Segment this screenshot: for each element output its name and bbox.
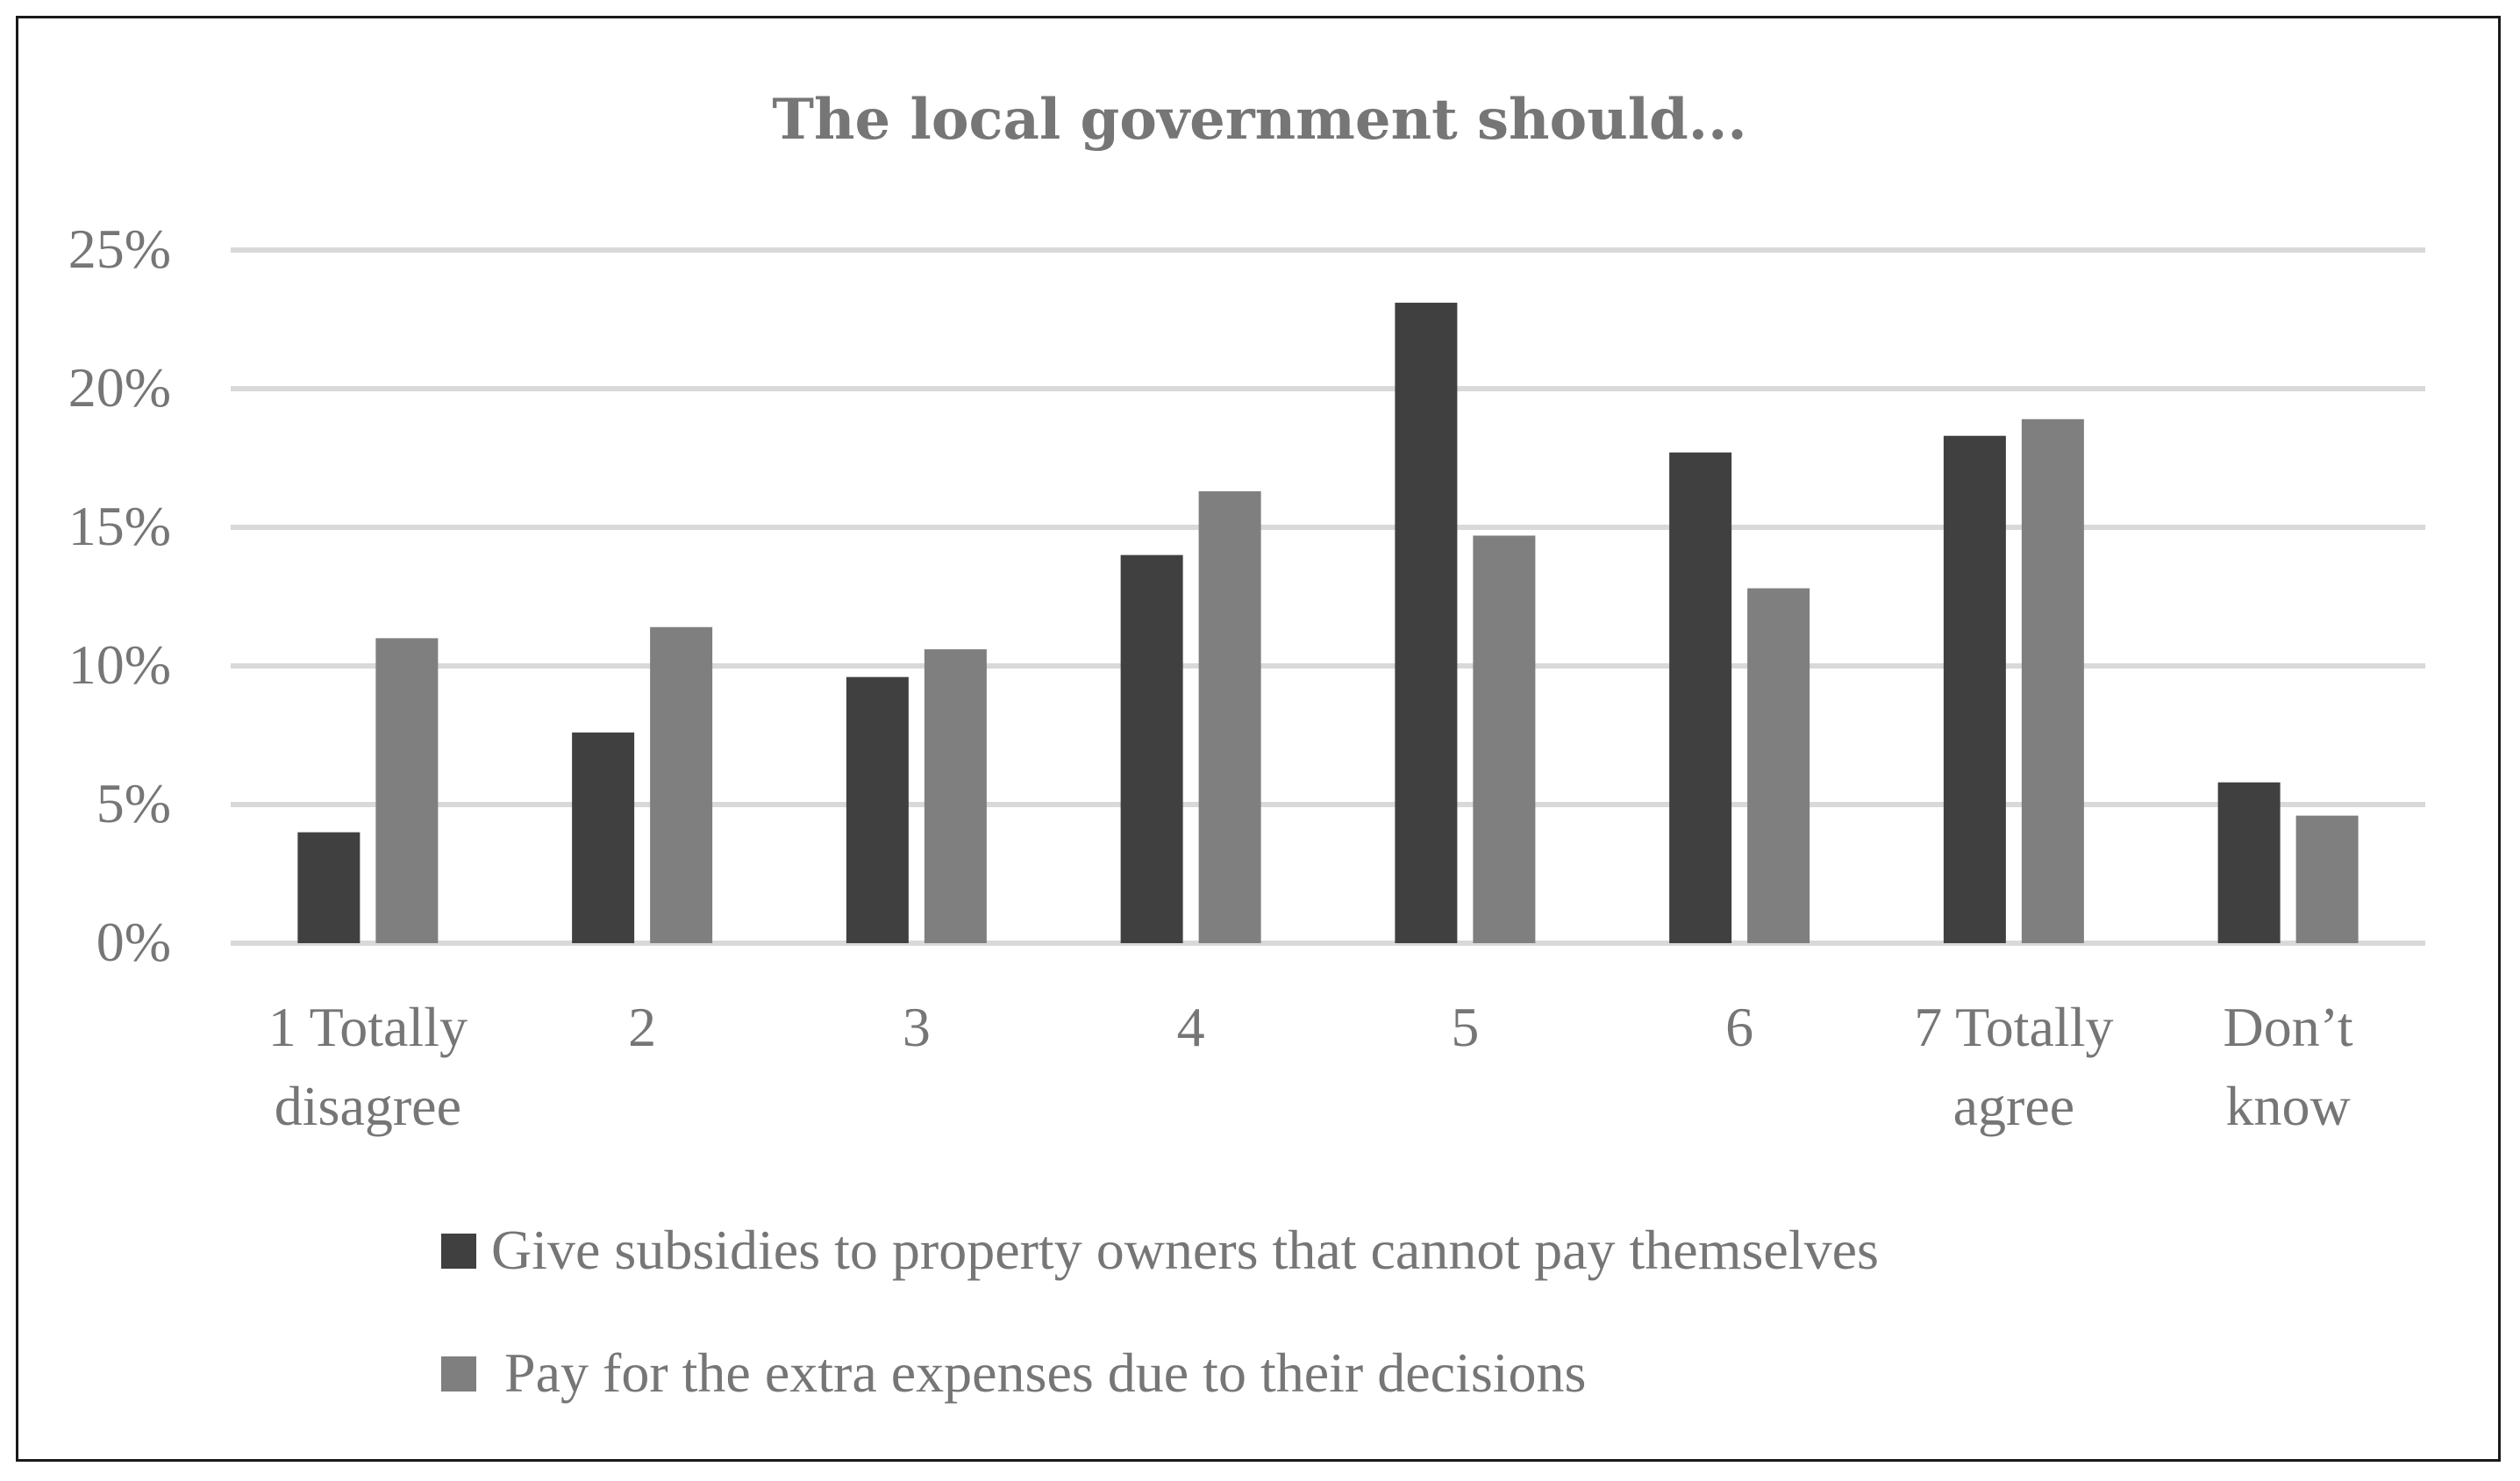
legend-label: Pay for the extra expenses due to their …: [504, 1341, 1586, 1404]
x-tick-label: 1 Totally disagree: [268, 996, 468, 1137]
x-tick-label: 7 Totally agree: [1914, 996, 2113, 1137]
bar-series-1: [1669, 452, 1732, 943]
bars: [297, 303, 2359, 944]
bar-series-2: [2295, 815, 2359, 943]
bar-series-1: [297, 832, 361, 943]
x-tick-label: 4: [1177, 996, 1205, 1058]
y-tick-label: 25%: [68, 218, 171, 280]
bar-series-2: [2021, 419, 2084, 943]
bar-series-1: [572, 732, 635, 943]
bar-series-2: [375, 638, 439, 943]
bar-series-2: [1747, 588, 1810, 943]
x-tick-label: Don’t know: [2224, 996, 2353, 1137]
x-axis-ticks: 1 Totally disagree 2 3 4 5 6 7 Totally agree Don’…: [268, 996, 2353, 1137]
x-tick-label: 5: [1451, 996, 1479, 1058]
bar-series-1: [1943, 435, 2006, 944]
y-axis-ticks: 0% 5% 10% 15% 20% 25%: [68, 218, 171, 973]
chart-title: The local government should...: [772, 87, 1746, 153]
y-tick-label: 20%: [68, 356, 171, 419]
x-tick-label: 2: [628, 996, 656, 1058]
bar-series-1: [1395, 303, 1458, 943]
bar-series-1: [1120, 554, 1183, 943]
x-tick-label: 6: [1725, 996, 1753, 1058]
legend-label: Give subsidies to property owners that c…: [491, 1219, 1879, 1281]
bar-series-2: [924, 649, 987, 943]
bar-series-2: [650, 626, 713, 943]
bar-series-2: [1198, 490, 1261, 943]
legend-swatch: [441, 1234, 476, 1269]
gridlines: [231, 247, 2425, 946]
bar-series-2: [1473, 535, 1536, 943]
y-tick-label: 0%: [96, 911, 171, 973]
y-tick-label: 5%: [96, 772, 171, 834]
y-tick-label: 10%: [68, 633, 171, 696]
bar-series-1: [846, 676, 909, 943]
bar-series-1: [2217, 782, 2281, 943]
legend: Give subsidies to property owners that c…: [441, 1219, 1879, 1404]
x-tick-label: 3: [903, 996, 931, 1058]
y-tick-label: 15%: [68, 495, 171, 557]
legend-swatch: [441, 1356, 476, 1392]
